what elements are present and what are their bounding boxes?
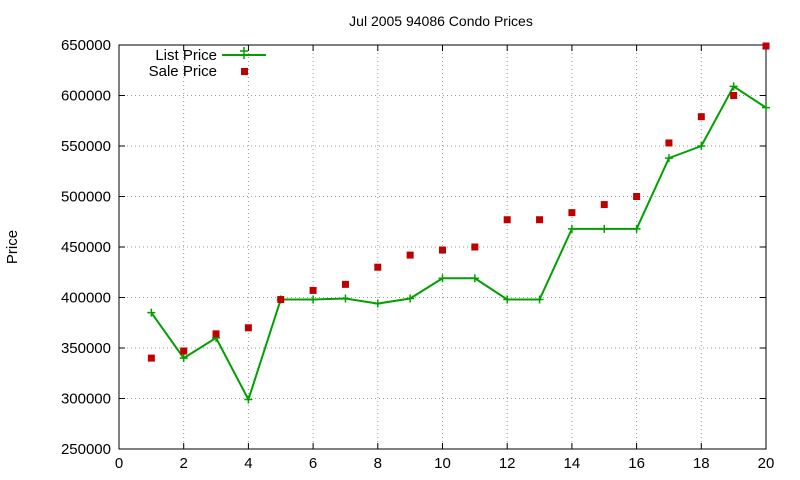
x-tick-label: 8	[374, 455, 382, 472]
data-point-sale-price	[730, 92, 738, 99]
data-point-list-price	[244, 395, 253, 404]
data-point-list-price	[470, 274, 479, 283]
data-point-list-price	[309, 295, 318, 304]
x-tick-label: 0	[115, 455, 123, 472]
data-point-sale-price	[762, 42, 770, 50]
x-tick-label: 18	[693, 455, 710, 472]
data-point-list-price	[567, 224, 576, 233]
data-point-sale-price	[568, 209, 576, 217]
x-tick-label: 20	[758, 455, 775, 472]
x-tick-label: 14	[564, 455, 581, 472]
y-tick-label: 350000	[61, 340, 111, 357]
x-tick-label: 4	[244, 455, 252, 472]
data-point-list-price	[535, 295, 544, 304]
y-tick-label: 650000	[61, 37, 111, 54]
axis-ticks: 0 2 4 6 8 10 12 14 16 18 20 250000 300000 350000 40000…	[61, 37, 774, 472]
data-point-list-price	[438, 274, 447, 283]
data-point-sale-price	[600, 201, 608, 209]
x-tick-label: 6	[309, 455, 317, 472]
data-point-list-price	[697, 142, 706, 150]
data-point-sale-price	[633, 193, 641, 200]
data-point-sale-price	[374, 263, 382, 271]
data-point-list-price	[373, 299, 382, 308]
data-point-sale-price	[536, 216, 544, 224]
data-point-sale-price	[147, 354, 155, 362]
legend-label-list-price: List Price	[155, 47, 217, 64]
data-point-list-price	[406, 294, 415, 303]
data-point-list-price	[762, 103, 770, 112]
data-point-list-price	[179, 354, 188, 363]
data-point-sale-price	[697, 113, 705, 121]
legend: List Price Sale Price	[149, 47, 266, 80]
legend-marker-list-price	[240, 47, 248, 59]
data-point-list-price	[664, 154, 673, 163]
data-point-list-price	[600, 224, 609, 233]
data-point-sale-price	[406, 251, 414, 259]
legend-marker-sale-price	[241, 68, 248, 75]
data-point-sale-price	[503, 216, 511, 224]
data-point-list-price	[341, 294, 350, 303]
y-tick-label: 300000	[61, 391, 111, 408]
data-point-sale-price	[277, 296, 285, 304]
legend-label-sale-price: Sale Price	[149, 63, 217, 80]
y-tick-label: 600000	[61, 88, 111, 105]
x-tick-label: 12	[499, 455, 516, 472]
chart-title: Jul 2005 94086 Condo Prices	[349, 13, 533, 29]
y-tick-label: 400000	[61, 290, 111, 307]
data-point-sale-price	[180, 347, 188, 355]
data-point-list-price	[147, 308, 156, 317]
data-point-list-price	[632, 224, 641, 233]
y-tick-label: 550000	[61, 138, 111, 155]
data-point-sale-price	[341, 280, 349, 288]
y-axis-label: Price	[4, 230, 21, 264]
x-tick-label: 16	[628, 455, 645, 472]
data-point-sale-price	[212, 330, 220, 338]
y-tick-label: 250000	[61, 441, 111, 458]
series-layer	[147, 42, 770, 404]
y-tick-label: 450000	[61, 239, 111, 256]
data-point-sale-price	[665, 139, 673, 147]
series-line-list-price	[150, 84, 767, 403]
grid-lines	[119, 45, 766, 449]
data-point-sale-price	[471, 243, 479, 251]
data-point-sale-price	[244, 324, 252, 332]
data-point-list-price	[503, 295, 512, 304]
y-tick-label: 500000	[61, 189, 111, 206]
x-tick-label: 2	[180, 455, 188, 472]
data-point-sale-price	[309, 286, 317, 294]
data-point-list-price	[729, 82, 738, 91]
x-tick-label: 10	[434, 455, 451, 472]
data-point-sale-price	[439, 246, 446, 254]
